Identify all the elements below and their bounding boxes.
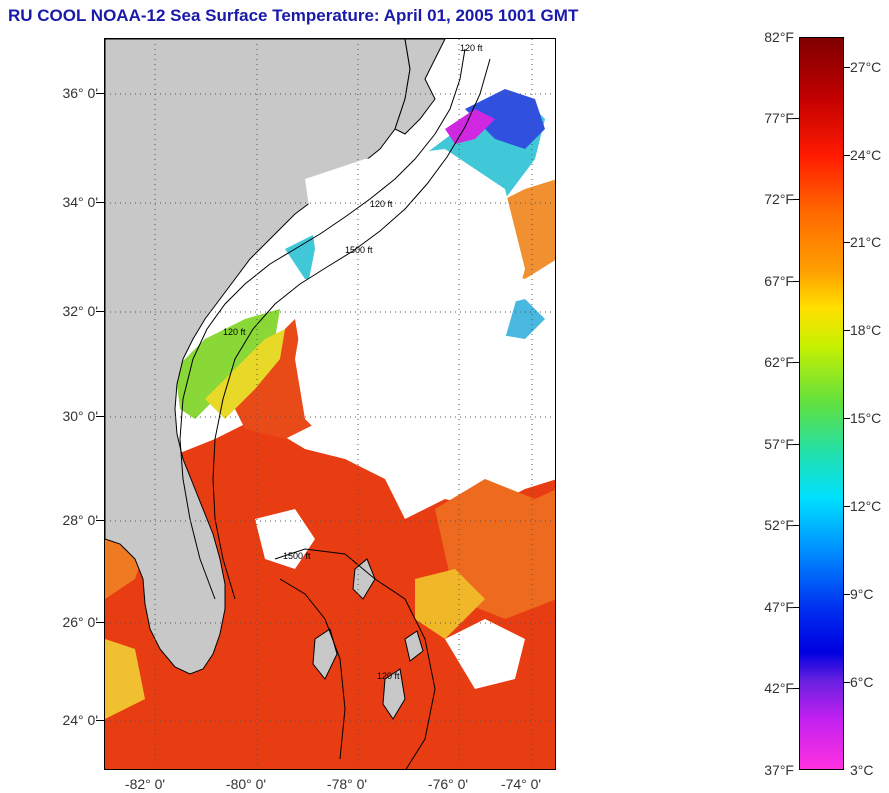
colorbar-f-label: 77°F	[764, 110, 794, 126]
lat-label: 28° 0'	[62, 512, 98, 528]
contour-label: 1500 ft	[345, 245, 373, 255]
lat-label: 32° 0'	[62, 303, 98, 319]
colorbar-c-label: 27°C	[850, 59, 882, 75]
colorbar-f-label: 57°F	[764, 436, 794, 452]
cloud-patch-east	[520, 329, 555, 459]
colorbar-f-label: 52°F	[764, 517, 794, 533]
sst-map: 120 ft 120 ft 1500 ft 120 ft 1500 ft 120…	[104, 38, 556, 770]
cloud-patch-south	[255, 509, 315, 569]
contour-120ft	[179, 48, 466, 600]
colorbar-c-label: 18°C	[850, 322, 882, 338]
sst-green-band	[175, 309, 280, 419]
cloud-patch-central	[295, 149, 525, 489]
land-bahamas-3	[382, 668, 406, 720]
temperature-colorbar	[799, 37, 844, 770]
contour-label: 120 ft	[377, 671, 400, 681]
colorbar-c-label: 9°C	[850, 586, 874, 602]
colorbar-c-label: 24°C	[850, 147, 882, 163]
land-bahamas-4	[404, 630, 424, 662]
sst-yellow-patch-2	[105, 639, 145, 719]
graticule	[105, 39, 555, 769]
colorbar-f-label: 37°F	[764, 762, 794, 778]
sst-blue-region	[465, 89, 545, 149]
lat-label: 34° 0'	[62, 194, 98, 210]
colorbar-c-label: 21°C	[850, 234, 882, 250]
contour-bahamas	[274, 548, 436, 769]
contour-bahamas-2	[279, 578, 346, 760]
contour-1500ft	[212, 58, 491, 600]
contour-label: 120 ft	[223, 327, 246, 337]
colorbar-f-label: 47°F	[764, 599, 794, 615]
land-outer-banks	[394, 39, 446, 135]
colorbar-c-label: 12°C	[850, 498, 882, 514]
sst-yellow-band	[205, 329, 285, 419]
colorbar-f-label: 82°F	[764, 29, 794, 45]
colorbar-f-label: 62°F	[764, 354, 794, 370]
colorbar-f-label: 42°F	[764, 680, 794, 696]
lon-label: -82° 0'	[124, 776, 166, 792]
sst-yellow-patch	[415, 569, 485, 639]
contour-label: 120 ft	[370, 199, 393, 209]
lat-label: 30° 0'	[62, 408, 98, 424]
lon-label: -80° 0'	[225, 776, 267, 792]
lon-label: -76° 0'	[427, 776, 469, 792]
colorbar-c-label: 3°C	[850, 762, 874, 778]
lat-label: 24° 0'	[62, 712, 98, 728]
land-bahamas-2	[312, 628, 338, 680]
lon-label: -78° 0'	[326, 776, 368, 792]
cloud-patch-se	[445, 619, 525, 689]
lat-label: 36° 0'	[62, 85, 98, 101]
lat-label: 26° 0'	[62, 614, 98, 630]
sst-magenta-region	[445, 109, 495, 144]
colorbar-c-label: 6°C	[850, 674, 874, 690]
contour-label: 1500 ft	[283, 551, 311, 561]
colorbar-f-label: 72°F	[764, 191, 794, 207]
contour-label: 120 ft	[460, 43, 483, 53]
colorbar-f-label: 67°F	[764, 273, 794, 289]
lon-label: -74° 0'	[500, 776, 542, 792]
colorbar-c-label: 15°C	[850, 410, 882, 426]
page-title: RU COOL NOAA-12 Sea Surface Temperature:…	[8, 6, 579, 25]
